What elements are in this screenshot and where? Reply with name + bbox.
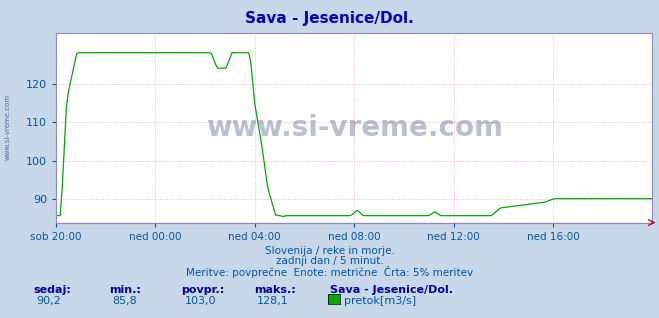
Text: pretok[m3/s]: pretok[m3/s] (344, 296, 416, 306)
Text: Sava - Jesenice/Dol.: Sava - Jesenice/Dol. (330, 285, 453, 294)
Text: maks.:: maks.: (254, 285, 295, 294)
Text: 128,1: 128,1 (257, 296, 289, 306)
Text: www.si-vreme.com: www.si-vreme.com (206, 114, 503, 142)
Text: 85,8: 85,8 (112, 296, 137, 306)
Text: Sava - Jesenice/Dol.: Sava - Jesenice/Dol. (245, 11, 414, 26)
Text: min.:: min.: (109, 285, 140, 294)
Text: www.si-vreme.com: www.si-vreme.com (5, 94, 11, 160)
Text: povpr.:: povpr.: (181, 285, 225, 294)
Text: Meritve: povprečne  Enote: metrične  Črta: 5% meritev: Meritve: povprečne Enote: metrične Črta:… (186, 266, 473, 278)
Text: 103,0: 103,0 (185, 296, 216, 306)
Text: zadnji dan / 5 minut.: zadnji dan / 5 minut. (275, 256, 384, 266)
Text: Slovenija / reke in morje.: Slovenija / reke in morje. (264, 246, 395, 256)
Text: sedaj:: sedaj: (33, 285, 71, 294)
Text: 90,2: 90,2 (36, 296, 61, 306)
